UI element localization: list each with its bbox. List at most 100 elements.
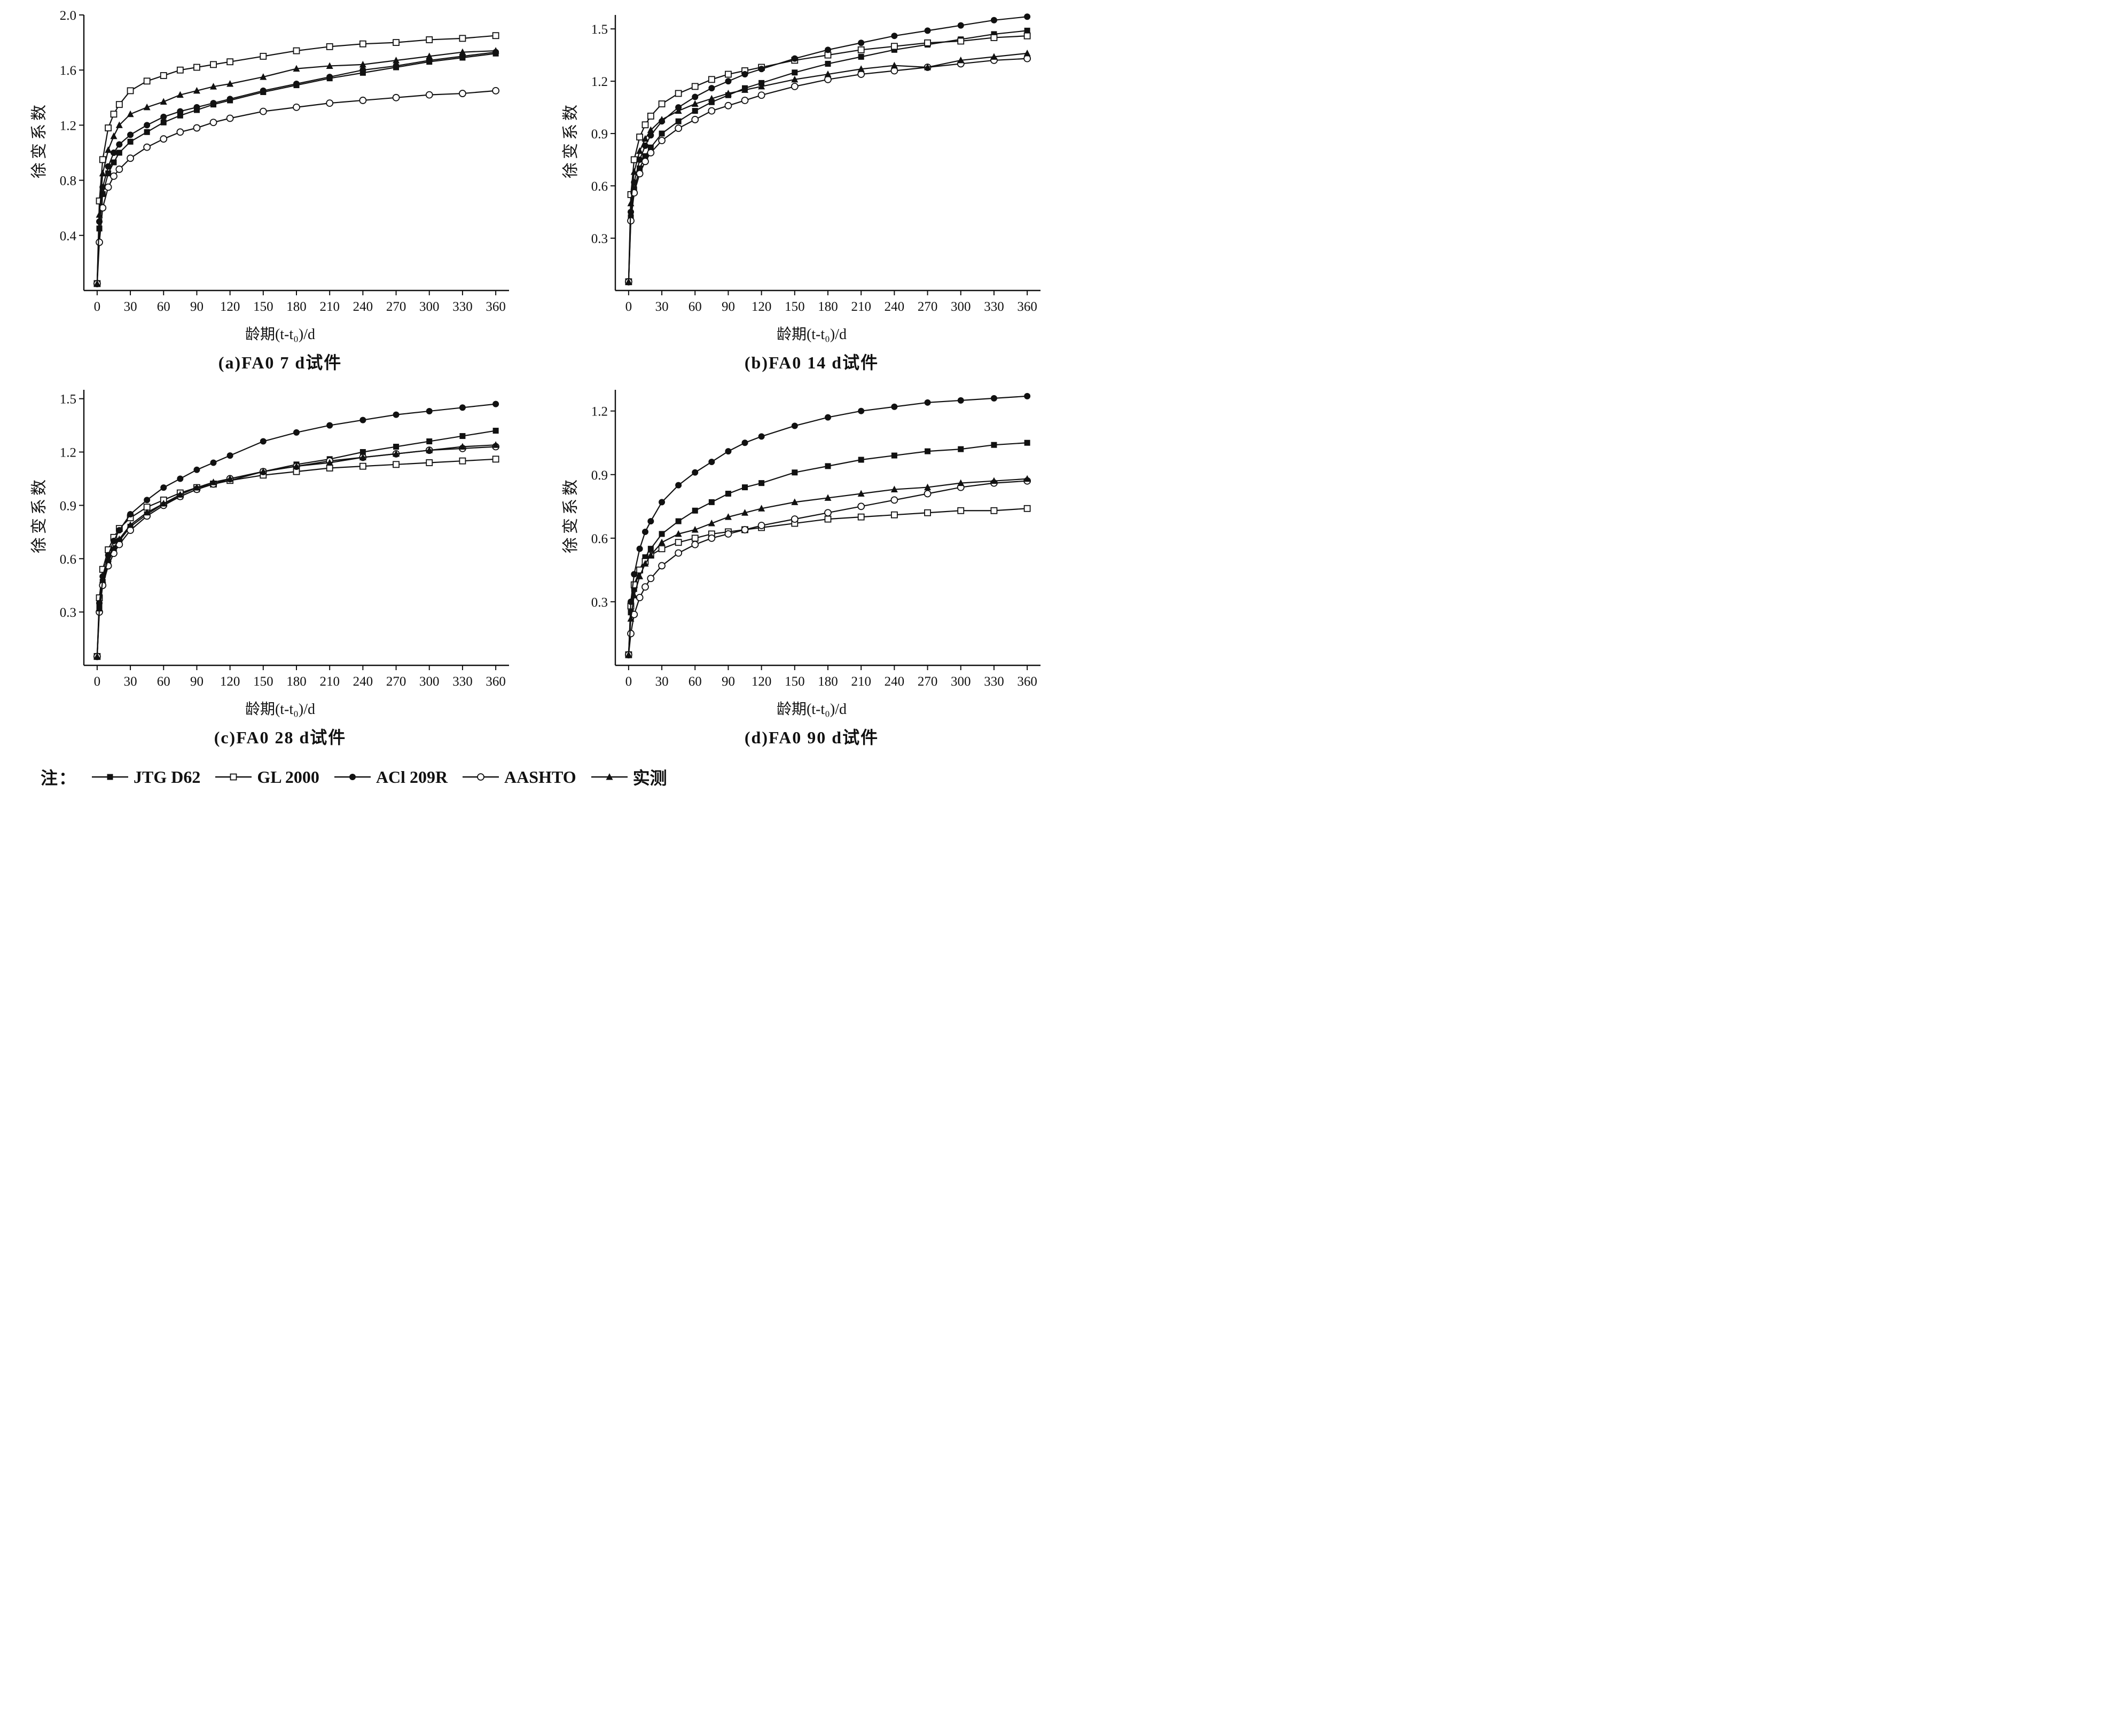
filled-square-marker-icon	[92, 774, 129, 780]
svg-text:0: 0	[93, 300, 100, 314]
filled-circle-marker-icon	[334, 774, 371, 780]
svg-text:0.6: 0.6	[591, 179, 607, 194]
svg-text:210: 210	[319, 300, 340, 314]
svg-text:180: 180	[286, 674, 307, 689]
chart-panel-a: 徐变系数 0 30 60 90 120 150 180 210 240 270 300 330 360 0…	[9, 5, 524, 376]
legend-label: GL 2000	[257, 767, 319, 787]
svg-text:150: 150	[785, 674, 805, 689]
svg-text:240: 240	[353, 674, 373, 689]
chart-panel-d: 徐变系数 0 30 60 90 120 150 180 210 240 270 300 330 360 0…	[540, 380, 1055, 751]
svg-text:0: 0	[625, 674, 632, 689]
chart-panel-c: 徐变系数 0 30 60 90 120 150 180 210 240 270 300 330 360 0…	[9, 380, 524, 751]
svg-text:270: 270	[917, 674, 937, 689]
chart-d-caption: (d)FA0 90 d试件	[744, 728, 879, 747]
y-axis-label-b: 徐变系数	[562, 101, 580, 178]
svg-text:1.5: 1.5	[591, 22, 607, 37]
chart-b-plot: 0 30 60 90 120 150 180 210 240 270 300 330 360 0.3 0.6…	[591, 13, 1040, 314]
y-axis-label-c: 徐变系数	[30, 476, 48, 553]
svg-text:0.9: 0.9	[591, 468, 607, 483]
svg-text:0.6: 0.6	[591, 532, 607, 546]
creep-coefficient-figure: 徐变系数 0 30 60 90 120 150 180 210 240 270 300 330 360 0…	[9, 0, 1055, 799]
svg-text:330: 330	[452, 674, 473, 689]
svg-text:180: 180	[818, 674, 838, 689]
chart-a-plot: 0 30 60 90 120 150 180 210 240 270 300 330 360 0.4 0.8…	[59, 9, 509, 314]
svg-text:30: 30	[655, 300, 668, 314]
svg-text:1.2: 1.2	[59, 446, 76, 460]
x-axis-label-a: 龄期(t-t₀)/d	[245, 326, 316, 343]
legend-label: 实测	[632, 768, 667, 788]
svg-text:0.8: 0.8	[59, 174, 76, 188]
svg-text:210: 210	[319, 674, 340, 689]
svg-text:360: 360	[1017, 300, 1037, 314]
x-axis-label-c: 龄期(t-t₀)/d	[245, 701, 316, 718]
svg-text:300: 300	[419, 300, 440, 314]
svg-text:30: 30	[123, 674, 137, 689]
svg-text:360: 360	[486, 300, 506, 314]
svg-text:1.2: 1.2	[591, 75, 607, 89]
legend-label: AASHTO	[504, 767, 576, 787]
svg-text:120: 120	[220, 300, 240, 314]
y-axis-label-d: 徐变系数	[562, 476, 580, 553]
svg-text:1.6: 1.6	[59, 64, 76, 78]
legend-item-jtg-d62: JTG D62	[91, 767, 200, 787]
svg-text:0: 0	[625, 300, 632, 314]
chart-a-caption: (a)FA0 7 d试件	[218, 353, 342, 372]
legend: 注： JTG D62 GL 2000 ACl 209R AASHTO 实测	[41, 765, 1055, 789]
legend-label: ACl 209R	[375, 767, 448, 787]
svg-text:330: 330	[452, 300, 473, 314]
svg-text:300: 300	[951, 674, 971, 689]
legend-item-aci-209r: ACl 209R	[333, 767, 448, 787]
svg-text:60: 60	[157, 674, 170, 689]
chart-panel-b: 徐变系数 0 30 60 90 120 150 180 210 240 270 300 330 360 0…	[540, 5, 1055, 376]
svg-text:240: 240	[353, 300, 373, 314]
chart-grid: 徐变系数 0 30 60 90 120 150 180 210 240 270 300 330 360 0…	[9, 5, 1055, 751]
svg-text:270: 270	[386, 674, 406, 689]
svg-text:90: 90	[721, 300, 734, 314]
svg-text:1.2: 1.2	[59, 119, 76, 133]
svg-text:90: 90	[190, 674, 203, 689]
svg-text:0.3: 0.3	[59, 606, 76, 620]
legend-note-label: 注：	[41, 768, 77, 788]
svg-text:2.0: 2.0	[59, 9, 76, 23]
svg-text:0.9: 0.9	[591, 127, 607, 142]
svg-text:90: 90	[190, 300, 203, 314]
svg-text:360: 360	[486, 674, 506, 689]
chart-c-plot: 0 30 60 90 120 150 180 210 240 270 300 330 360 0.3 0.6…	[59, 390, 509, 689]
svg-text:300: 300	[419, 674, 440, 689]
chart-b-caption: (b)FA0 14 d试件	[744, 353, 879, 372]
svg-text:60: 60	[688, 300, 701, 314]
svg-text:0.3: 0.3	[591, 232, 607, 246]
svg-text:330: 330	[984, 674, 1004, 689]
svg-text:120: 120	[220, 674, 240, 689]
svg-text:360: 360	[1017, 674, 1037, 689]
svg-text:270: 270	[917, 300, 937, 314]
svg-text:210: 210	[851, 300, 871, 314]
open-circle-marker-icon	[463, 773, 499, 781]
svg-text:60: 60	[157, 300, 170, 314]
svg-text:30: 30	[123, 300, 137, 314]
svg-text:240: 240	[884, 300, 904, 314]
svg-text:270: 270	[386, 300, 406, 314]
svg-text:1.5: 1.5	[59, 392, 76, 407]
legend-label: JTG D62	[134, 767, 201, 787]
svg-text:90: 90	[721, 674, 734, 689]
svg-text:120: 120	[751, 674, 771, 689]
legend-item-gl-2000: GL 2000	[214, 767, 319, 787]
chart-d-plot: 0 30 60 90 120 150 180 210 240 270 300 330 360 0.3 0.6…	[591, 390, 1040, 689]
svg-text:240: 240	[884, 674, 904, 689]
svg-text:0.6: 0.6	[59, 552, 76, 567]
x-axis-label-b: 龄期(t-t₀)/d	[776, 326, 847, 343]
open-square-marker-icon	[215, 773, 252, 781]
legend-item-measured: 实测	[590, 765, 667, 789]
chart-c-caption: (c)FA0 28 d试件	[214, 728, 347, 747]
y-axis-label-a: 徐变系数	[30, 101, 48, 178]
svg-text:0: 0	[93, 674, 100, 689]
filled-triangle-marker-icon	[591, 773, 628, 780]
x-axis-label-d: 龄期(t-t₀)/d	[776, 701, 847, 718]
svg-text:180: 180	[286, 300, 307, 314]
svg-text:60: 60	[688, 674, 701, 689]
svg-text:120: 120	[751, 300, 771, 314]
svg-text:0.4: 0.4	[59, 229, 76, 243]
svg-text:150: 150	[253, 300, 273, 314]
svg-text:300: 300	[951, 300, 971, 314]
